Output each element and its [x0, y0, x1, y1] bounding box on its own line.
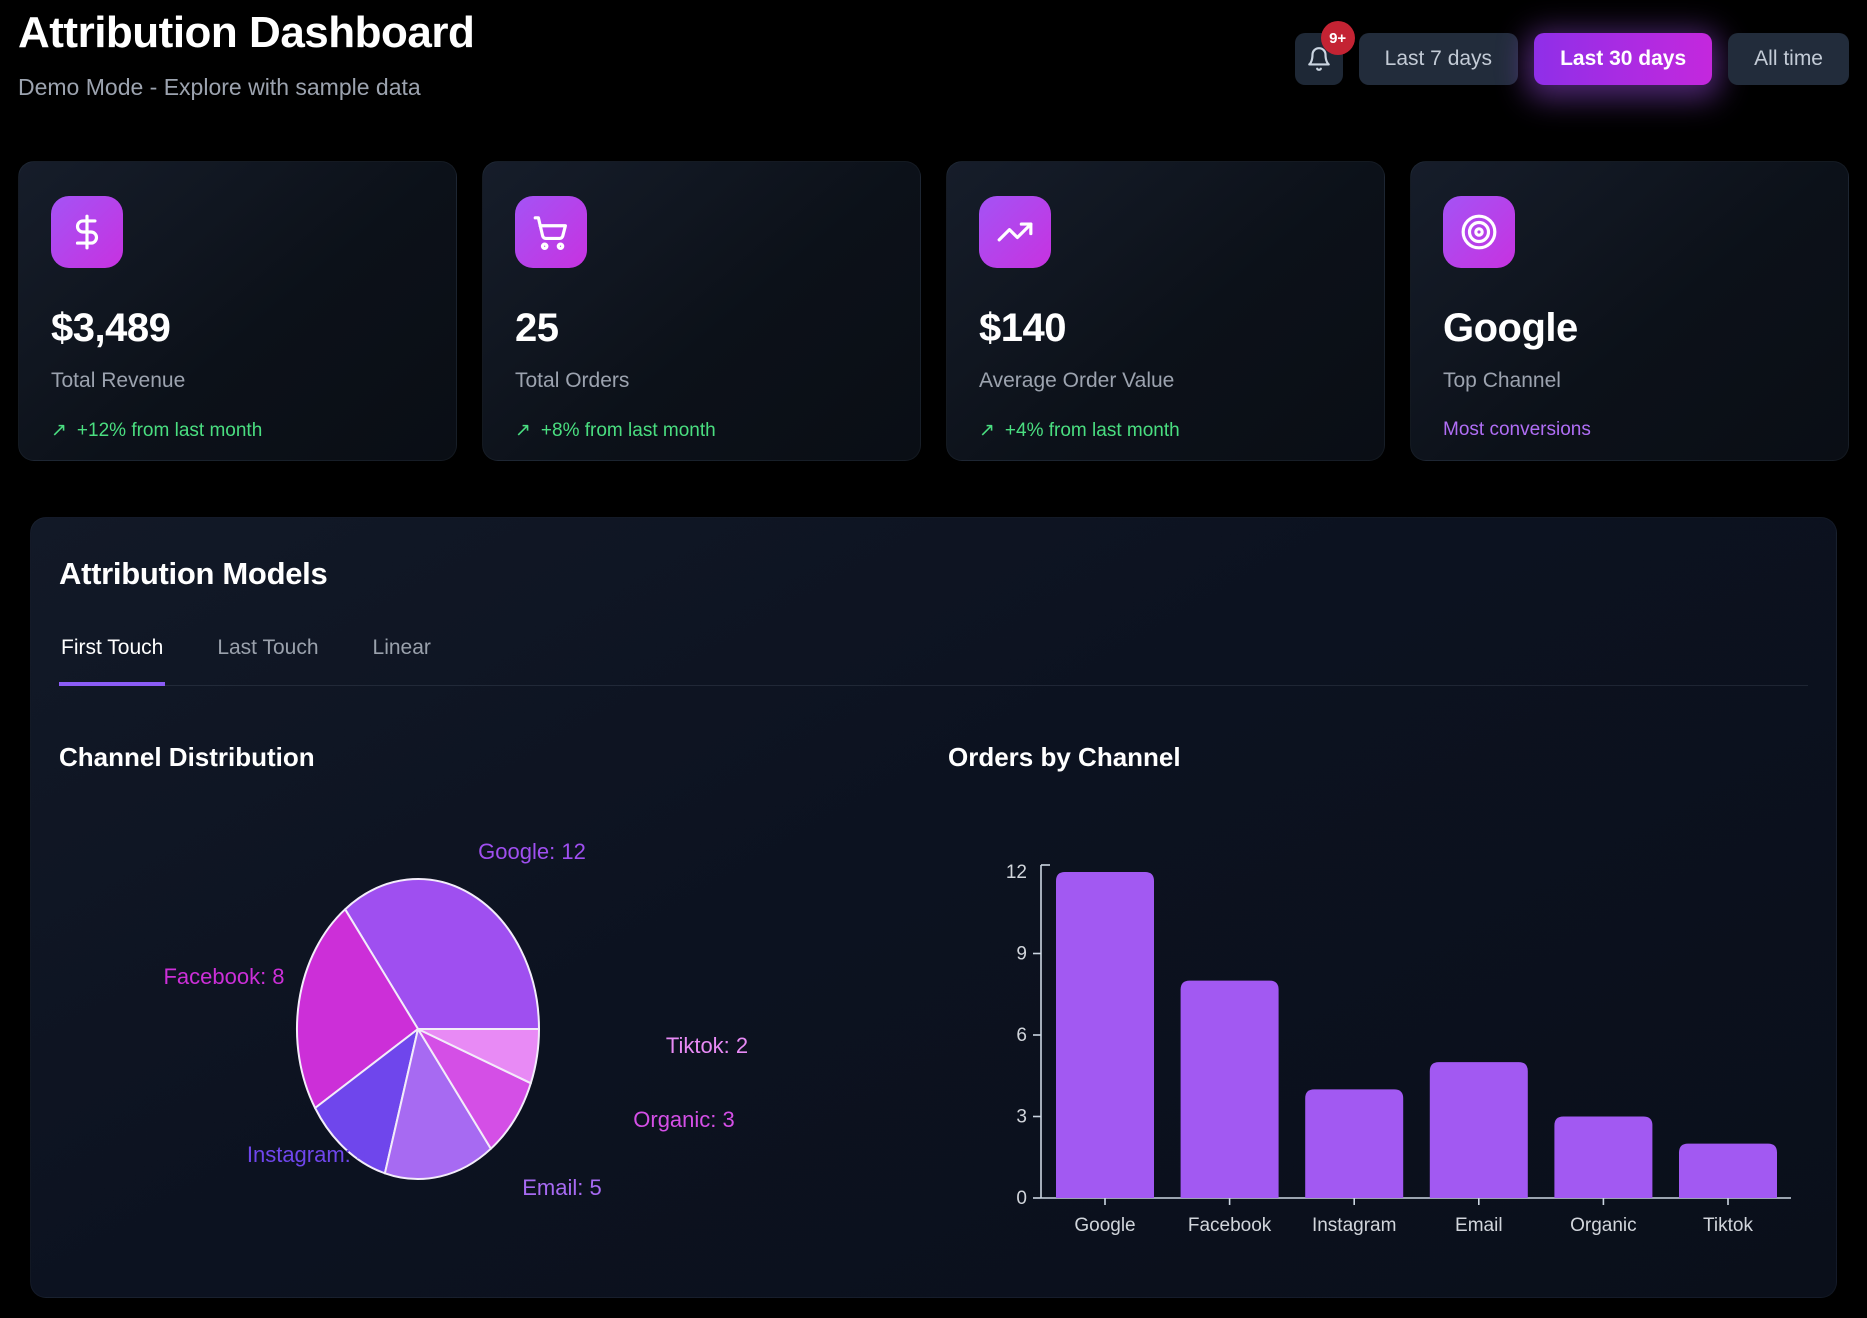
- stat-value: $140: [979, 306, 1066, 350]
- stat-cards: $3,489 Total Revenue ↗ +12% from last mo…: [18, 161, 1849, 461]
- notifications-button[interactable]: 9+: [1294, 21, 1355, 85]
- y-tick-label-3: 3: [1016, 1107, 1027, 1128]
- x-tick-label-email: Email: [1455, 1215, 1503, 1236]
- stat-card-top-channel: Google Top Channel Most conversions: [1410, 161, 1849, 461]
- dollar-sign-icon: [51, 196, 123, 268]
- stat-label: Total Revenue: [51, 369, 186, 392]
- tab-linear[interactable]: Linear: [371, 636, 433, 686]
- pie-label-email: Email: 5: [522, 1175, 601, 1200]
- x-tick-label-instagram: Instagram: [1312, 1215, 1396, 1236]
- trend-up-arrow-icon: ↗: [51, 420, 67, 441]
- y-tick-label-6: 6: [1016, 1025, 1027, 1046]
- trend-up-arrow-icon: ↗: [979, 420, 995, 441]
- stat-trend: ↗ +8% from last month: [515, 419, 888, 442]
- bell-icon: [1306, 46, 1332, 72]
- header-titles: Attribution Dashboard Demo Mode - Explor…: [18, 6, 475, 101]
- trending-up-icon: [979, 196, 1051, 268]
- bar-facebook[interactable]: [1180, 980, 1279, 1198]
- stat-label: Top Channel: [1443, 369, 1561, 392]
- pie-label-instagram: Instagram: 4: [247, 1142, 369, 1167]
- page-title: Attribution Dashboard: [18, 8, 475, 57]
- attribution-model-tabs: First Touch Last Touch Linear: [59, 636, 1808, 686]
- pie-label-organic: Organic: 3: [633, 1107, 735, 1132]
- stat-label: Average Order Value: [979, 369, 1175, 392]
- x-tick-label-organic: Organic: [1570, 1215, 1637, 1236]
- pie-label-facebook: Facebook: 8: [163, 964, 284, 989]
- tab-last-touch[interactable]: Last Touch: [215, 636, 320, 686]
- bar-instagram[interactable]: [1305, 1089, 1404, 1198]
- range-button-all-time[interactable]: All time: [1728, 33, 1849, 85]
- bar-email[interactable]: [1429, 1062, 1528, 1198]
- notification-count-badge: 9+: [1320, 21, 1355, 55]
- channel-distribution-pie-chart: Google: 12 Facebook: 8 Instagram: 4 Email: …: [163, 839, 748, 1200]
- stat-card-average-order-value: $140 Average Order Value ↗ +4% from last…: [946, 161, 1385, 461]
- trend-text: +4% from last month: [1004, 419, 1180, 441]
- y-tick-label-9: 9: [1016, 944, 1027, 965]
- range-button-last-7-days[interactable]: Last 7 days: [1358, 33, 1519, 85]
- orders-by-channel-bar-chart: 0 3 6 9 12 Google Facebook Instagram Email Organi…: [1006, 862, 1791, 1236]
- pie-slice-tiktok[interactable]: [417, 1028, 540, 1085]
- page-subtitle: Demo Mode - Explore with sample data: [18, 74, 421, 100]
- pie-slice-google[interactable]: [344, 878, 540, 1030]
- pie-slice-organic[interactable]: [417, 1028, 532, 1150]
- panel-heading: Attribution Models: [59, 556, 328, 591]
- stat-value: $3,489: [51, 306, 171, 350]
- stat-label: Total Orders: [515, 369, 630, 392]
- stat-value: 25: [515, 306, 559, 350]
- pie-slice-email[interactable]: [383, 1028, 492, 1180]
- y-tick-label-0: 0: [1016, 1188, 1027, 1209]
- charts-row: Channel Distribution Google: 12 Facebook:…: [59, 742, 1808, 1267]
- shopping-cart-icon: [515, 196, 587, 268]
- x-tick-label-google: Google: [1074, 1215, 1135, 1236]
- trend-text: +8% from last month: [540, 419, 716, 441]
- pie-slice-facebook[interactable]: [295, 908, 419, 1109]
- pie-label-google: Google: 12: [478, 839, 586, 864]
- orders-by-channel-chart-cell: Orders by Channel 0 3 6 9 12 Google Facebook In…: [921, 742, 1808, 1267]
- pie-chart-title: Channel Distribution: [59, 742, 315, 772]
- stat-trend: ↗ +12% from last month: [51, 419, 424, 442]
- trend-text: Most conversions: [1443, 419, 1591, 440]
- stat-value: Google: [1443, 306, 1578, 350]
- y-tick-label-12: 12: [1006, 862, 1027, 883]
- bar-tiktok[interactable]: [1679, 1143, 1777, 1198]
- top-bar: Attribution Dashboard Demo Mode - Explor…: [18, 6, 1849, 101]
- bar-organic[interactable]: [1554, 1116, 1653, 1199]
- x-tick-label-tiktok: Tiktok: [1703, 1215, 1753, 1236]
- bar-chart-title: Orders by Channel: [948, 742, 1181, 772]
- pie-label-tiktok: Tiktok: 2: [666, 1033, 748, 1058]
- trend-up-arrow-icon: ↗: [515, 420, 531, 441]
- stat-trend: ↗ +4% from last month: [979, 419, 1352, 442]
- range-button-last-30-days[interactable]: Last 30 days: [1534, 33, 1713, 85]
- header-controls: 9+ Last 7 days Last 30 days All time: [1294, 21, 1849, 85]
- attribution-models-panel: Attribution Models First Touch Last Touc…: [30, 517, 1837, 1298]
- stat-card-total-orders: 25 Total Orders ↗ +8% from last month: [482, 161, 921, 461]
- stat-trend: Most conversions: [1443, 419, 1816, 441]
- bar-google[interactable]: [1056, 872, 1154, 1198]
- trend-text: +12% from last month: [76, 419, 263, 441]
- tab-first-touch[interactable]: First Touch: [59, 636, 166, 686]
- target-icon: [1443, 196, 1515, 268]
- x-tick-label-facebook: Facebook: [1188, 1215, 1272, 1236]
- channel-distribution-chart-cell: Channel Distribution Google: 12 Facebook:…: [59, 742, 921, 1267]
- stat-card-total-revenue: $3,489 Total Revenue ↗ +12% from last mo…: [18, 161, 457, 461]
